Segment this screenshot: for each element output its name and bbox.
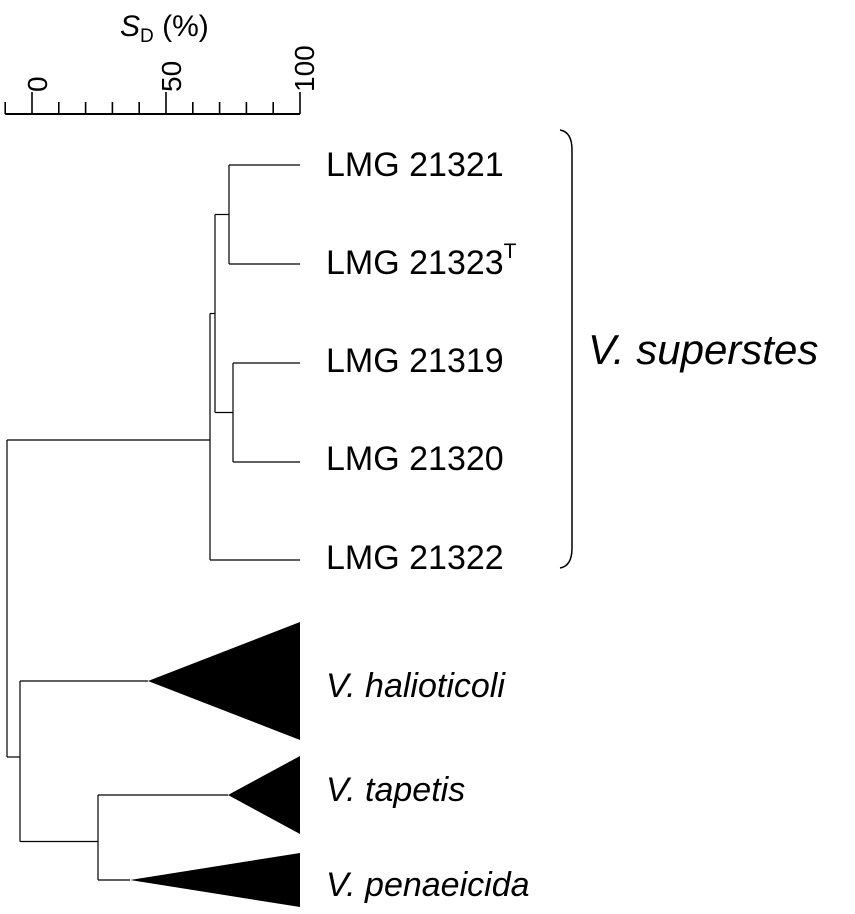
strain-name: LMG 21320 [326,440,504,478]
strain-name: LMG 21319 [326,342,504,380]
tick-label-50: 50 [156,60,187,92]
tick-label-0: 0 [22,76,53,92]
dendrogram-branches [6,164,300,881]
species-group-label: V. superstes [588,326,819,373]
axis-title-unit: (%) [162,10,209,43]
cluster-label: V. penaeicida [326,866,530,904]
collapsed-cluster-triangle [130,853,300,907]
axis-title: SD (%) [120,10,209,48]
strain-name: LMG 21321 [326,146,504,184]
strain-name: LMG 21322 [326,539,504,577]
strain-label: LMG 21323T [326,241,517,280]
strain-label: LMG 21319 [326,339,504,378]
collapsed-clusters [130,622,300,907]
cluster-label: V. halioticoli [326,667,505,705]
axis-title-subscript: D [140,26,154,47]
strain-label: LMG 21322 [326,536,504,575]
type-strain-superscript: T [503,240,517,263]
tick-label-100: 100 [289,45,320,92]
species-bracket [559,129,573,569]
strain-label: LMG 21321 [326,143,504,182]
strain-name: LMG 21323 [326,244,504,282]
strain-label: LMG 21320 [326,437,504,476]
collapsed-cluster-triangle [148,622,300,740]
similarity-scale-axis [4,92,301,115]
collapsed-cluster-triangle [228,756,300,834]
cluster-label: V. tapetis [326,771,466,809]
axis-title-symbol: S [120,10,141,43]
